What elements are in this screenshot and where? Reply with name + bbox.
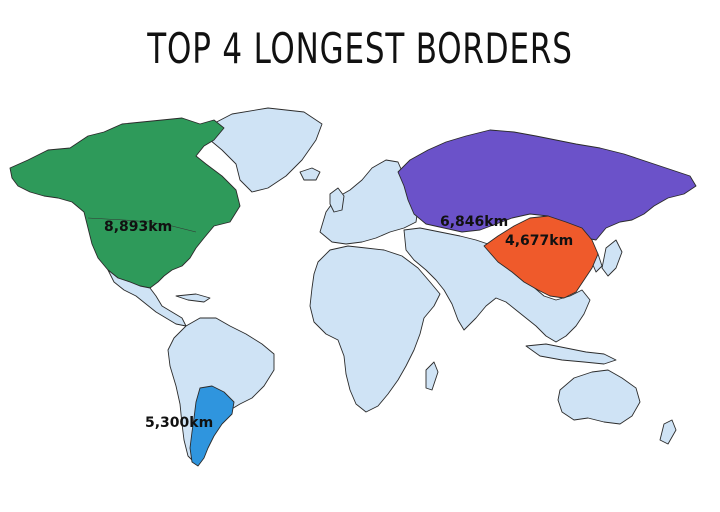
label-canada: 8,893km	[104, 219, 172, 235]
north-america-highlight-shape	[9, 117, 241, 289]
africa-shape	[309, 245, 441, 413]
new-zealand-shape	[659, 419, 677, 445]
us-canada-border-line	[87, 217, 197, 233]
label-china: 4,677km	[505, 233, 573, 249]
iceland-shape	[299, 167, 321, 181]
australia-shape	[557, 369, 641, 425]
uk-shape	[329, 187, 345, 213]
russia-highlight-shape	[397, 129, 697, 241]
page-title: TOP 4 LONGEST BORDERS	[147, 24, 573, 73]
indonesia-shape	[525, 343, 617, 365]
mexico-central-america-shape	[107, 269, 187, 327]
label-russia: 6,846km	[440, 214, 508, 230]
china-highlight-shape	[483, 215, 599, 299]
label-argentina: 5,300km	[145, 415, 213, 431]
japan-shape	[601, 239, 623, 277]
argentina-highlight-shape	[189, 385, 235, 467]
caribbean-shape	[175, 293, 211, 303]
greenland-shape	[204, 107, 323, 193]
madagascar-shape	[425, 361, 439, 391]
